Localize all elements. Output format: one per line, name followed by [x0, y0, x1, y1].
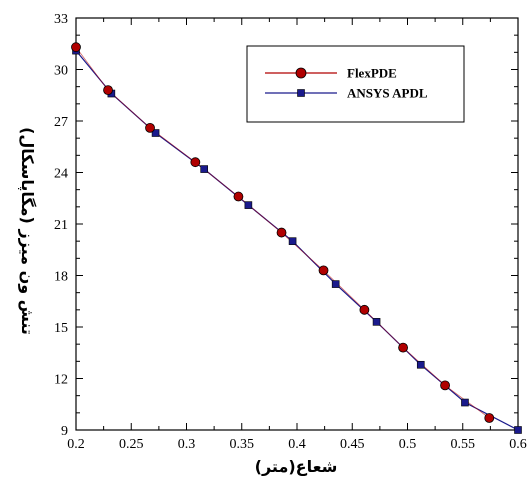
flexpde-point	[71, 42, 81, 53]
legend-marker-square	[297, 89, 305, 97]
x-tick-label: 0.55	[451, 437, 476, 452]
x-tick-label: 0.4	[288, 437, 306, 452]
x-axis-title: شعاع(متر)	[255, 457, 338, 476]
legend-label: ANSYS APDL	[347, 86, 428, 101]
legend-label: FlexPDE	[347, 66, 397, 81]
y-tick-label: 15	[54, 321, 68, 336]
series-layer	[71, 42, 522, 434]
y-tick-label: 33	[54, 12, 68, 27]
ansys-apdl-point	[244, 201, 253, 209]
y-tick-label: 30	[54, 64, 68, 79]
ansys-apdl-point	[372, 318, 381, 326]
ansys-apdl-point	[416, 360, 425, 369]
flexpde-point	[484, 413, 495, 423]
y-axis-ticks: 9 12 15 18 21 24 27 30 33	[54, 12, 518, 439]
y-tick-label: 21	[54, 218, 68, 233]
y-tick-label: 12	[54, 373, 68, 388]
ansys-apdl-point	[331, 280, 340, 288]
y-tick-label: 24	[54, 167, 68, 182]
x-axis-ticks: 0.2 0.25 0.3 0.35 0.4 0.45 0.5 0.55 0.6	[67, 18, 527, 452]
flexpde-point	[398, 342, 408, 353]
flexpde-point	[145, 122, 155, 133]
y-tick-label: 9	[61, 424, 68, 439]
legend: FlexPDE ANSYS APDL	[246, 45, 465, 123]
ansys-apdl-point	[200, 165, 208, 173]
ansys-apdl-point	[288, 237, 297, 245]
flexpde-point	[440, 380, 450, 391]
x-tick-label: 0.35	[230, 437, 255, 452]
y-axis-title: تنش ون میزز (مگاپاسکال)	[17, 127, 37, 335]
flexpde-point	[359, 304, 370, 315]
x-tick-label: 0.3	[178, 437, 196, 452]
y-tick-label: 27	[54, 115, 68, 130]
ansys-apdl-point	[514, 426, 522, 434]
legend-box	[246, 45, 465, 123]
legend-marker-circle	[295, 67, 307, 79]
flexpde-point	[190, 157, 201, 168]
x-tick-label: 0.45	[340, 437, 365, 452]
x-tick-label: 0.5	[399, 437, 417, 452]
flexpde-point	[233, 191, 244, 202]
x-tick-label: 0.2	[67, 437, 85, 452]
flexpde-point	[103, 85, 113, 95]
x-tick-label: 0.6	[509, 437, 527, 452]
x-tick-label: 0.25	[119, 437, 144, 452]
flexpde-point	[318, 265, 329, 276]
flexpde-point	[276, 227, 287, 238]
y-tick-label: 18	[54, 270, 68, 285]
ansys-apdl-point	[461, 398, 469, 407]
ansys-apdl-point	[151, 129, 160, 137]
